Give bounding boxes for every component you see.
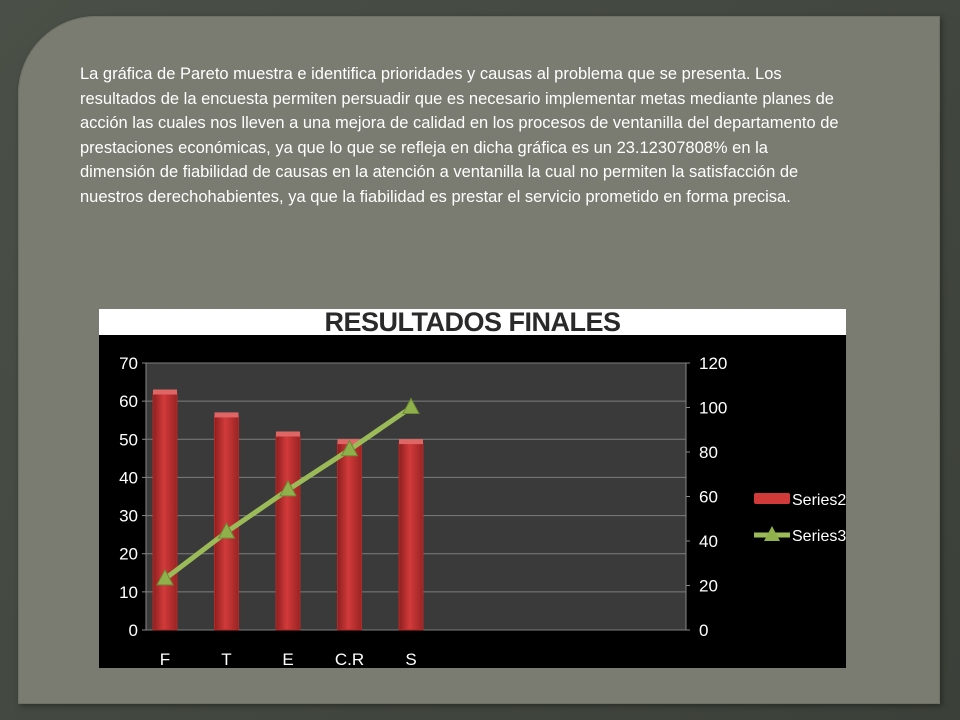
chart-canvas: 0 10 20 30 40 50 60 70 0 20 40 60 80 100 120 F T E C.R S Ser… (119, 354, 846, 668)
bar-top-cap (276, 431, 300, 437)
y-tick-label: 60 (119, 392, 138, 411)
x-tick-label: E (282, 650, 293, 668)
bar (275, 434, 301, 631)
bar (398, 442, 424, 631)
legend-label: Series3 (792, 528, 846, 545)
y-tick-label: 30 (119, 507, 138, 526)
y2-tick-label: 120 (699, 354, 727, 373)
y2-tick-label: 60 (699, 488, 718, 507)
bar-top-cap (153, 389, 177, 395)
line-marker (279, 479, 297, 497)
x-tick-label: F (160, 650, 170, 668)
legend-marker (764, 526, 780, 541)
y2-tick-label: 100 (699, 399, 727, 418)
legend-label: Series2 (792, 492, 846, 509)
y-tick-label: 20 (119, 545, 138, 564)
bar-top-cap (399, 439, 423, 445)
chart-title: RESULTADOS FINALES (99, 309, 846, 335)
bar (337, 442, 362, 631)
pareto-chart: RESULTADOS FINALES 0 10 20 30 40 50 60 70 0 20 40 6… (99, 309, 846, 668)
line-marker (217, 522, 236, 539)
y2-tick-label: 40 (699, 532, 718, 551)
y-tick-label: 10 (119, 583, 138, 602)
y-tick-label: 70 (119, 354, 138, 373)
line-marker (156, 568, 174, 586)
y2-tick-label: 80 (699, 443, 718, 462)
y-tick-label: 50 (119, 430, 138, 449)
legend-swatch-bar (754, 493, 790, 504)
bar-top-cap (214, 412, 239, 418)
bar (152, 393, 178, 631)
slide-body-text: La gráfica de Pareto muestra e identific… (80, 65, 839, 206)
x-tick-label: T (221, 650, 231, 668)
x-tick-label: S (405, 650, 416, 668)
line-marker (340, 439, 359, 457)
y-tick-label: 0 (129, 621, 138, 640)
y-tick-label: 40 (119, 468, 138, 487)
y2-tick-label: 0 (699, 621, 708, 640)
y2-tick-label: 20 (699, 577, 718, 596)
x-tick-label: C.R (335, 650, 364, 668)
line-marker (402, 397, 420, 414)
